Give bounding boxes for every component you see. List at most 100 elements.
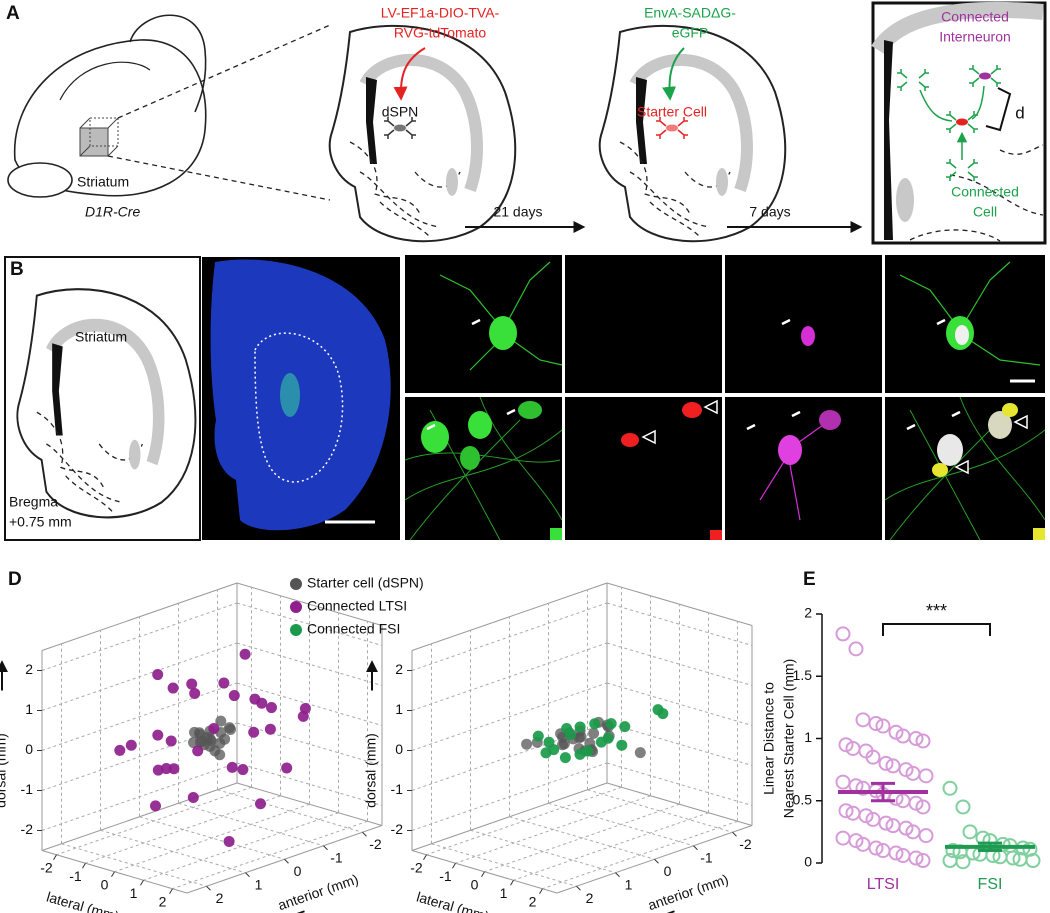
z-tick-label: 0	[25, 741, 33, 757]
y-tick-label: 2	[804, 605, 812, 621]
x-tick-label: 2	[529, 893, 537, 909]
y-axis-label: Nearest Starter Cell (mm)	[781, 659, 797, 818]
grid-line	[236, 642, 383, 686]
grid-line	[513, 812, 709, 881]
merge-soma	[1002, 403, 1018, 417]
data-point	[868, 716, 884, 732]
y-axis-label: anterior (mm)	[646, 871, 731, 913]
point	[237, 764, 249, 776]
cell-body	[979, 72, 991, 80]
z-tick-label: 1	[395, 701, 403, 717]
tick-mark	[362, 831, 367, 837]
data-point	[908, 850, 924, 866]
grid-line	[548, 802, 694, 847]
point	[223, 835, 235, 847]
point	[248, 726, 260, 738]
data-point	[888, 845, 904, 861]
y-tick-label: 2	[586, 890, 594, 906]
injection-arrow	[662, 47, 685, 101]
grid-line	[484, 803, 680, 873]
tick-mark	[423, 854, 427, 861]
legend-label: Starter cell (dSPN)	[307, 575, 424, 591]
significance-bracket	[882, 623, 991, 636]
charts: -2 -1 0 1 2 -2 -1 0 1 2 -2 -1 0 1 2 lateral (mm) anterio…	[0, 569, 1041, 913]
grid-line	[426, 786, 622, 856]
x-tick-label: 2	[159, 893, 167, 909]
grid-line	[411, 762, 608, 831]
data-point	[888, 724, 904, 740]
data-point	[918, 828, 934, 844]
brain-slice	[330, 26, 515, 241]
data-point	[945, 843, 961, 859]
grid-line	[236, 722, 383, 766]
virus-label: eGFP	[672, 25, 709, 41]
merge-soma	[932, 463, 948, 477]
point	[224, 722, 235, 734]
cell-body	[956, 118, 968, 126]
point	[616, 739, 628, 751]
data-point	[915, 799, 931, 815]
green-soma	[518, 401, 542, 419]
y-tick-label: 1	[804, 729, 812, 745]
tick-mark	[481, 871, 485, 878]
grid-line	[178, 802, 324, 847]
point	[193, 727, 205, 739]
tick-mark	[140, 879, 144, 886]
point	[152, 669, 164, 681]
z-tick-label: -2	[391, 821, 404, 837]
cube	[79, 117, 119, 157]
tick-mark	[323, 845, 328, 851]
z-axis-label: dorsal (mm)	[0, 733, 9, 808]
point	[188, 737, 199, 749]
tick-mark	[576, 885, 581, 891]
boundary	[909, 144, 1044, 242]
x-axis-label: lateral (mm)	[45, 889, 121, 913]
cell-body	[666, 124, 678, 132]
virus-label: RVG-tdTomato	[394, 25, 487, 41]
tick-mark	[82, 862, 86, 869]
point	[165, 735, 177, 747]
data-point	[868, 840, 884, 856]
micrographs	[404, 255, 1046, 541]
tick-mark	[245, 872, 250, 878]
tick-mark	[510, 879, 514, 886]
labeled-cells	[280, 373, 300, 417]
y-tick-label: 2	[216, 890, 224, 906]
cell-label: Starter Cell	[637, 104, 707, 120]
x-tick-label: -1	[439, 868, 452, 884]
point	[228, 690, 240, 702]
y-tick-label: 1	[255, 876, 263, 892]
cerebellum	[129, 14, 207, 113]
y-tick-label: 1.5	[793, 667, 813, 683]
green-neuron	[439, 261, 1041, 371]
panel-label: A	[6, 3, 20, 24]
data-point	[985, 848, 1001, 864]
grid-line	[587, 789, 733, 833]
point	[226, 761, 238, 773]
grid-line	[455, 795, 651, 864]
tick-mark	[111, 871, 115, 878]
data-point	[898, 820, 914, 836]
tick-mark	[206, 885, 211, 891]
grid-line	[606, 722, 753, 766]
tick-mark	[452, 862, 456, 869]
grid-line	[606, 642, 753, 686]
point	[125, 739, 137, 751]
grid-line	[470, 829, 616, 874]
grid-line	[542, 820, 738, 890]
zoom-line	[107, 24, 331, 201]
bregma-label: Bregma	[9, 494, 58, 510]
data-point	[878, 815, 894, 831]
legend-marker	[290, 624, 302, 636]
micrograph	[725, 255, 882, 393]
tick-mark	[284, 858, 289, 864]
x-tick-label: 0	[101, 876, 109, 892]
data-point	[855, 712, 871, 728]
point	[264, 723, 276, 735]
point	[192, 745, 204, 757]
ventricle	[884, 40, 893, 240]
point	[559, 752, 571, 764]
point	[187, 791, 199, 803]
green-fibers	[404, 396, 1046, 541]
data-point	[858, 808, 874, 824]
